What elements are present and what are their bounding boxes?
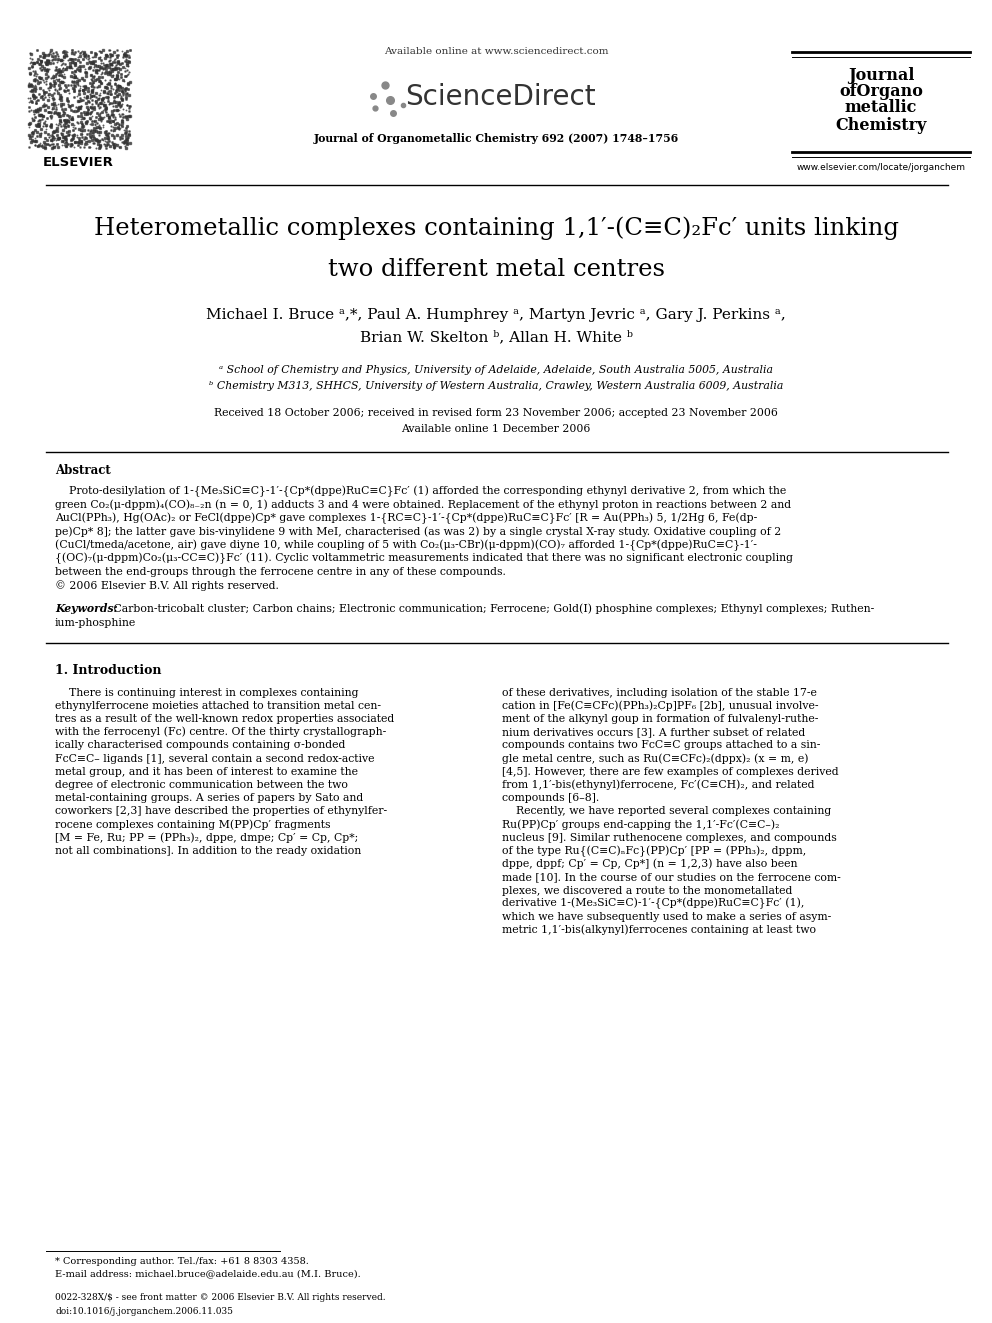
Text: metric 1,1′-bis(alkynyl)ferrocenes containing at least two: metric 1,1′-bis(alkynyl)ferrocenes conta… [502,925,816,935]
Text: coworkers [2,3] have described the properties of ethynylfer-: coworkers [2,3] have described the prope… [55,806,387,816]
Text: pe)Cp* 8]; the latter gave bis-vinylidene 9 with MeI, characterised (as was 2) b: pe)Cp* 8]; the latter gave bis-vinyliden… [55,527,782,537]
Text: compounds [6–8].: compounds [6–8]. [502,792,599,803]
Text: ᵃ School of Chemistry and Physics, University of Adelaide, Adelaide, South Austr: ᵃ School of Chemistry and Physics, Unive… [219,365,773,374]
Text: with the ferrocenyl (Fc) centre. Of the thirty crystallograph-: with the ferrocenyl (Fc) centre. Of the … [55,726,386,737]
Text: two different metal centres: two different metal centres [327,258,665,282]
Text: Journal of Organometallic Chemistry 692 (2007) 1748–1756: Journal of Organometallic Chemistry 692 … [313,132,679,143]
Text: ium-phosphine: ium-phosphine [55,618,136,627]
Text: Brian W. Skelton ᵇ, Allan H. White ᵇ: Brian W. Skelton ᵇ, Allan H. White ᵇ [359,329,633,344]
Text: nucleus [9]. Similar ruthenocene complexes, and compounds: nucleus [9]. Similar ruthenocene complex… [502,832,836,843]
Text: FcC≡C– ligands [1], several contain a second redox-active: FcC≡C– ligands [1], several contain a se… [55,754,375,763]
Text: {(OC)₇(μ-dppm)Co₂(μ₃-CC≡C)}Fc′ (11). Cyclic voltammetric measurements indicated : {(OC)₇(μ-dppm)Co₂(μ₃-CC≡C)}Fc′ (11). Cyc… [55,553,793,564]
Text: ᵇ Chemistry M313, SHHCS, University of Western Australia, Crawley, Western Austr: ᵇ Chemistry M313, SHHCS, University of W… [208,381,784,392]
Text: doi:10.1016/j.jorganchem.2006.11.035: doi:10.1016/j.jorganchem.2006.11.035 [55,1307,233,1315]
Text: ofOrgano: ofOrgano [839,83,923,101]
Text: gle metal centre, such as Ru(C≡CFc)₂(dppx)₂ (x = m, e): gle metal centre, such as Ru(C≡CFc)₂(dpp… [502,753,808,763]
Text: Chemistry: Chemistry [835,118,927,135]
Text: 1. Introduction: 1. Introduction [55,664,162,677]
Text: AuCl(PPh₃), Hg(OAc)₂ or FeCl(dppe)Cp* gave complexes 1-{RC≡C}-1′-{Cp*(dppe)RuC≡C: AuCl(PPh₃), Hg(OAc)₂ or FeCl(dppe)Cp* ga… [55,512,757,524]
Text: from 1,1′-bis(ethynyl)ferrocene, Fc′(C≡CH)₂, and related: from 1,1′-bis(ethynyl)ferrocene, Fc′(C≡C… [502,779,814,790]
Text: metal group, and it has been of interest to examine the: metal group, and it has been of interest… [55,767,358,777]
Text: dppe, dppf; Cp′ = Cp, Cp*] (n = 1,2,3) have also been: dppe, dppf; Cp′ = Cp, Cp*] (n = 1,2,3) h… [502,859,798,869]
Text: ethynylferrocene moieties attached to transition metal cen-: ethynylferrocene moieties attached to tr… [55,701,381,710]
Text: © 2006 Elsevier B.V. All rights reserved.: © 2006 Elsevier B.V. All rights reserved… [55,579,279,591]
Text: ScienceDirect: ScienceDirect [405,83,595,111]
Text: of these derivatives, including isolation of the stable 17-e: of these derivatives, including isolatio… [502,688,816,697]
Text: metal-containing groups. A series of papers by Sato and: metal-containing groups. A series of pap… [55,792,363,803]
Text: between the end-groups through the ferrocene centre in any of these compounds.: between the end-groups through the ferro… [55,568,506,577]
Text: 0022-328X/$ - see front matter © 2006 Elsevier B.V. All rights reserved.: 0022-328X/$ - see front matter © 2006 El… [55,1294,386,1303]
Text: compounds contains two FcC≡C groups attached to a sin-: compounds contains two FcC≡C groups atta… [502,741,820,750]
Text: [M = Fe, Ru; PP = (PPh₃)₂, dppe, dmpe; Cp′ = Cp, Cp*;: [M = Fe, Ru; PP = (PPh₃)₂, dppe, dmpe; C… [55,832,358,843]
Text: derivative 1-(Me₃SiC≡C)-1′-{Cp*(dppe)RuC≡C}Fc′ (1),: derivative 1-(Me₃SiC≡C)-1′-{Cp*(dppe)RuC… [502,898,805,909]
Text: Recently, we have reported several complexes containing: Recently, we have reported several compl… [502,806,831,816]
Text: degree of electronic communication between the two: degree of electronic communication betwe… [55,779,348,790]
Text: E-mail address: michael.bruce@adelaide.edu.au (M.I. Bruce).: E-mail address: michael.bruce@adelaide.e… [55,1270,361,1278]
Text: ELSEVIER: ELSEVIER [43,156,113,169]
Text: Journal: Journal [848,66,915,83]
Text: Available online 1 December 2006: Available online 1 December 2006 [402,423,590,434]
Text: Abstract: Abstract [55,463,111,476]
Text: Heterometallic complexes containing 1,1′-(C≡C)₂Fc′ units linking: Heterometallic complexes containing 1,1′… [93,216,899,239]
Text: * Corresponding author. Tel./fax: +61 8 8303 4358.: * Corresponding author. Tel./fax: +61 8 … [55,1257,309,1266]
Text: Available online at www.sciencedirect.com: Available online at www.sciencedirect.co… [384,48,608,57]
Text: [4,5]. However, there are few examples of complexes derived: [4,5]. However, there are few examples o… [502,767,838,777]
Text: Carbon-tricobalt cluster; Carbon chains; Electronic communication; Ferrocene; Go: Carbon-tricobalt cluster; Carbon chains;… [110,603,874,614]
Text: made [10]. In the course of our studies on the ferrocene com-: made [10]. In the course of our studies … [502,872,841,882]
Text: green Co₂(μ-dppm)₄(CO)₈₋₂n (n = 0, 1) adducts 3 and 4 were obtained. Replacement: green Co₂(μ-dppm)₄(CO)₈₋₂n (n = 0, 1) ad… [55,499,792,509]
Text: Proto-desilylation of 1-{Me₃SiC≡C}-1′-{Cp*(dppe)RuC≡C}Fc′ (1) afforded the corre: Proto-desilylation of 1-{Me₃SiC≡C}-1′-{C… [55,486,787,496]
Text: www.elsevier.com/locate/jorganchem: www.elsevier.com/locate/jorganchem [797,164,965,172]
Text: ically characterised compounds containing σ-bonded: ically characterised compounds containin… [55,741,345,750]
Text: plexes, we discovered a route to the monometallated: plexes, we discovered a route to the mon… [502,885,793,896]
Text: metallic: metallic [845,99,918,116]
Text: Received 18 October 2006; received in revised form 23 November 2006; accepted 23: Received 18 October 2006; received in re… [214,407,778,418]
Text: cation in [Fe(C≡CFc)(PPh₃)₂Cp]PF₆ [2b], unusual involve-: cation in [Fe(C≡CFc)(PPh₃)₂Cp]PF₆ [2b], … [502,700,818,710]
Text: which we have subsequently used to make a series of asym-: which we have subsequently used to make … [502,912,831,922]
Text: tres as a result of the well-known redox properties associated: tres as a result of the well-known redox… [55,714,394,724]
Text: of the type Ru{(C≡C)ₙFc}(PP)Cp′ [PP = (PPh₃)₂, dppm,: of the type Ru{(C≡C)ₙFc}(PP)Cp′ [PP = (P… [502,845,806,856]
Text: nium derivatives occurs [3]. A further subset of related: nium derivatives occurs [3]. A further s… [502,728,806,737]
Text: ment of the alkynyl goup in formation of fulvalenyl-ruthe-: ment of the alkynyl goup in formation of… [502,714,818,724]
Text: Michael I. Bruce ᵃ,*, Paul A. Humphrey ᵃ, Martyn Jevric ᵃ, Gary J. Perkins ᵃ,: Michael I. Bruce ᵃ,*, Paul A. Humphrey ᵃ… [206,308,786,321]
Text: Ru(PP)Cp′ groups end-capping the 1,1′-Fc′(C≡C–)₂: Ru(PP)Cp′ groups end-capping the 1,1′-Fc… [502,819,780,830]
Text: (CuCl/tmeda/acetone, air) gave diyne 10, while coupling of 5 with Co₂(μ₃-CBr)(μ-: (CuCl/tmeda/acetone, air) gave diyne 10,… [55,540,757,550]
Text: Keywords:: Keywords: [55,603,118,614]
Text: rocene complexes containing M(PP)Cp′ fragments: rocene complexes containing M(PP)Cp′ fra… [55,819,330,830]
Text: There is continuing interest in complexes containing: There is continuing interest in complexe… [55,688,358,697]
Text: not all combinations]. In addition to the ready oxidation: not all combinations]. In addition to th… [55,845,361,856]
